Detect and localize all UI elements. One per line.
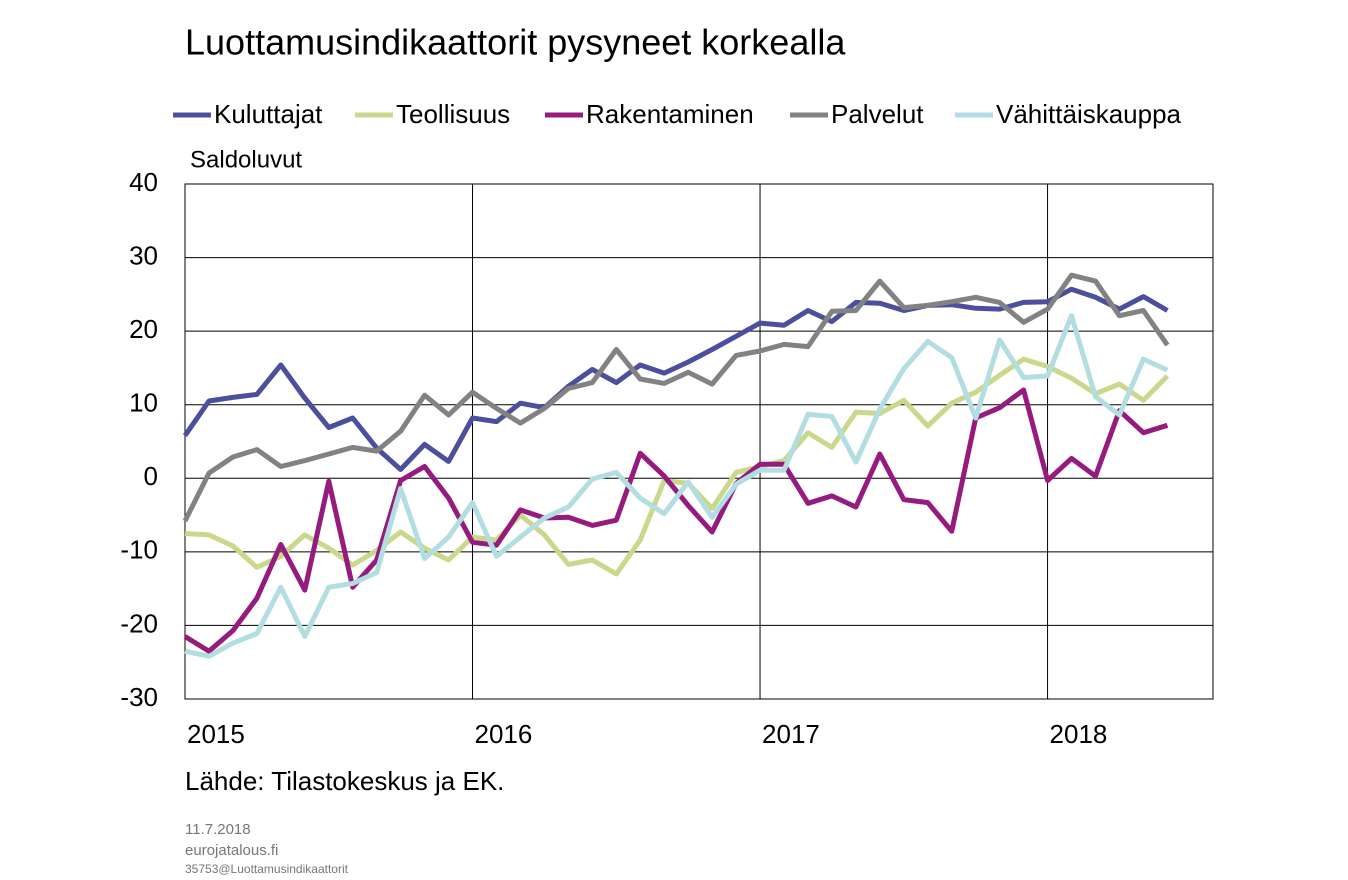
plot-area bbox=[184, 183, 1214, 700]
y-tick-label: -30 bbox=[120, 682, 158, 712]
chart-title: Luottamusindikaattorit pysyneet korkeall… bbox=[185, 22, 846, 63]
legend-label: Vähittäiskauppa bbox=[996, 99, 1182, 129]
legend-label: Palvelut bbox=[831, 99, 924, 129]
y-tick-label: -20 bbox=[120, 608, 158, 638]
series-line bbox=[183, 387, 1169, 654]
legend-label: Kuluttajat bbox=[214, 99, 323, 129]
y-tick-label: 10 bbox=[129, 388, 158, 418]
x-tick-label: 2016 bbox=[475, 719, 533, 749]
series-line bbox=[182, 272, 1170, 523]
source: Lähde: Tilastokeskus ja EK. bbox=[185, 766, 504, 796]
y-tick-label: 20 bbox=[129, 314, 158, 344]
y-tick-label: 30 bbox=[129, 240, 158, 270]
footer-id: 35753@Luottamusindikaattorit bbox=[185, 862, 349, 876]
legend-label: Teollisuus bbox=[396, 99, 510, 129]
x-tick-label: 2015 bbox=[187, 719, 245, 749]
x-tick-label: 2017 bbox=[762, 719, 820, 749]
footer-site: eurojatalous.fi bbox=[185, 842, 278, 859]
legend-label: Rakentaminen bbox=[586, 99, 754, 129]
y-tick-label: 40 bbox=[129, 167, 158, 197]
x-tick-label: 2018 bbox=[1050, 719, 1108, 749]
footer-date: 11.7.2018 bbox=[185, 821, 251, 838]
series-line bbox=[184, 313, 1169, 659]
y-tick-label: 0 bbox=[144, 461, 158, 491]
y-tick-label: -10 bbox=[120, 535, 158, 565]
y-axis-label: Saldoluvut bbox=[190, 146, 302, 173]
